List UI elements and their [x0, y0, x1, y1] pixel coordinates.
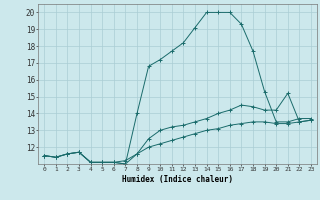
X-axis label: Humidex (Indice chaleur): Humidex (Indice chaleur)	[122, 175, 233, 184]
